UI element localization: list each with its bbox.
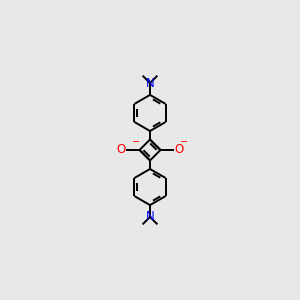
Text: −: − bbox=[180, 137, 188, 147]
Text: O: O bbox=[116, 143, 126, 157]
Text: O: O bbox=[174, 143, 184, 157]
Text: −: − bbox=[132, 137, 141, 147]
Text: N: N bbox=[146, 211, 154, 224]
Text: N: N bbox=[146, 76, 154, 89]
